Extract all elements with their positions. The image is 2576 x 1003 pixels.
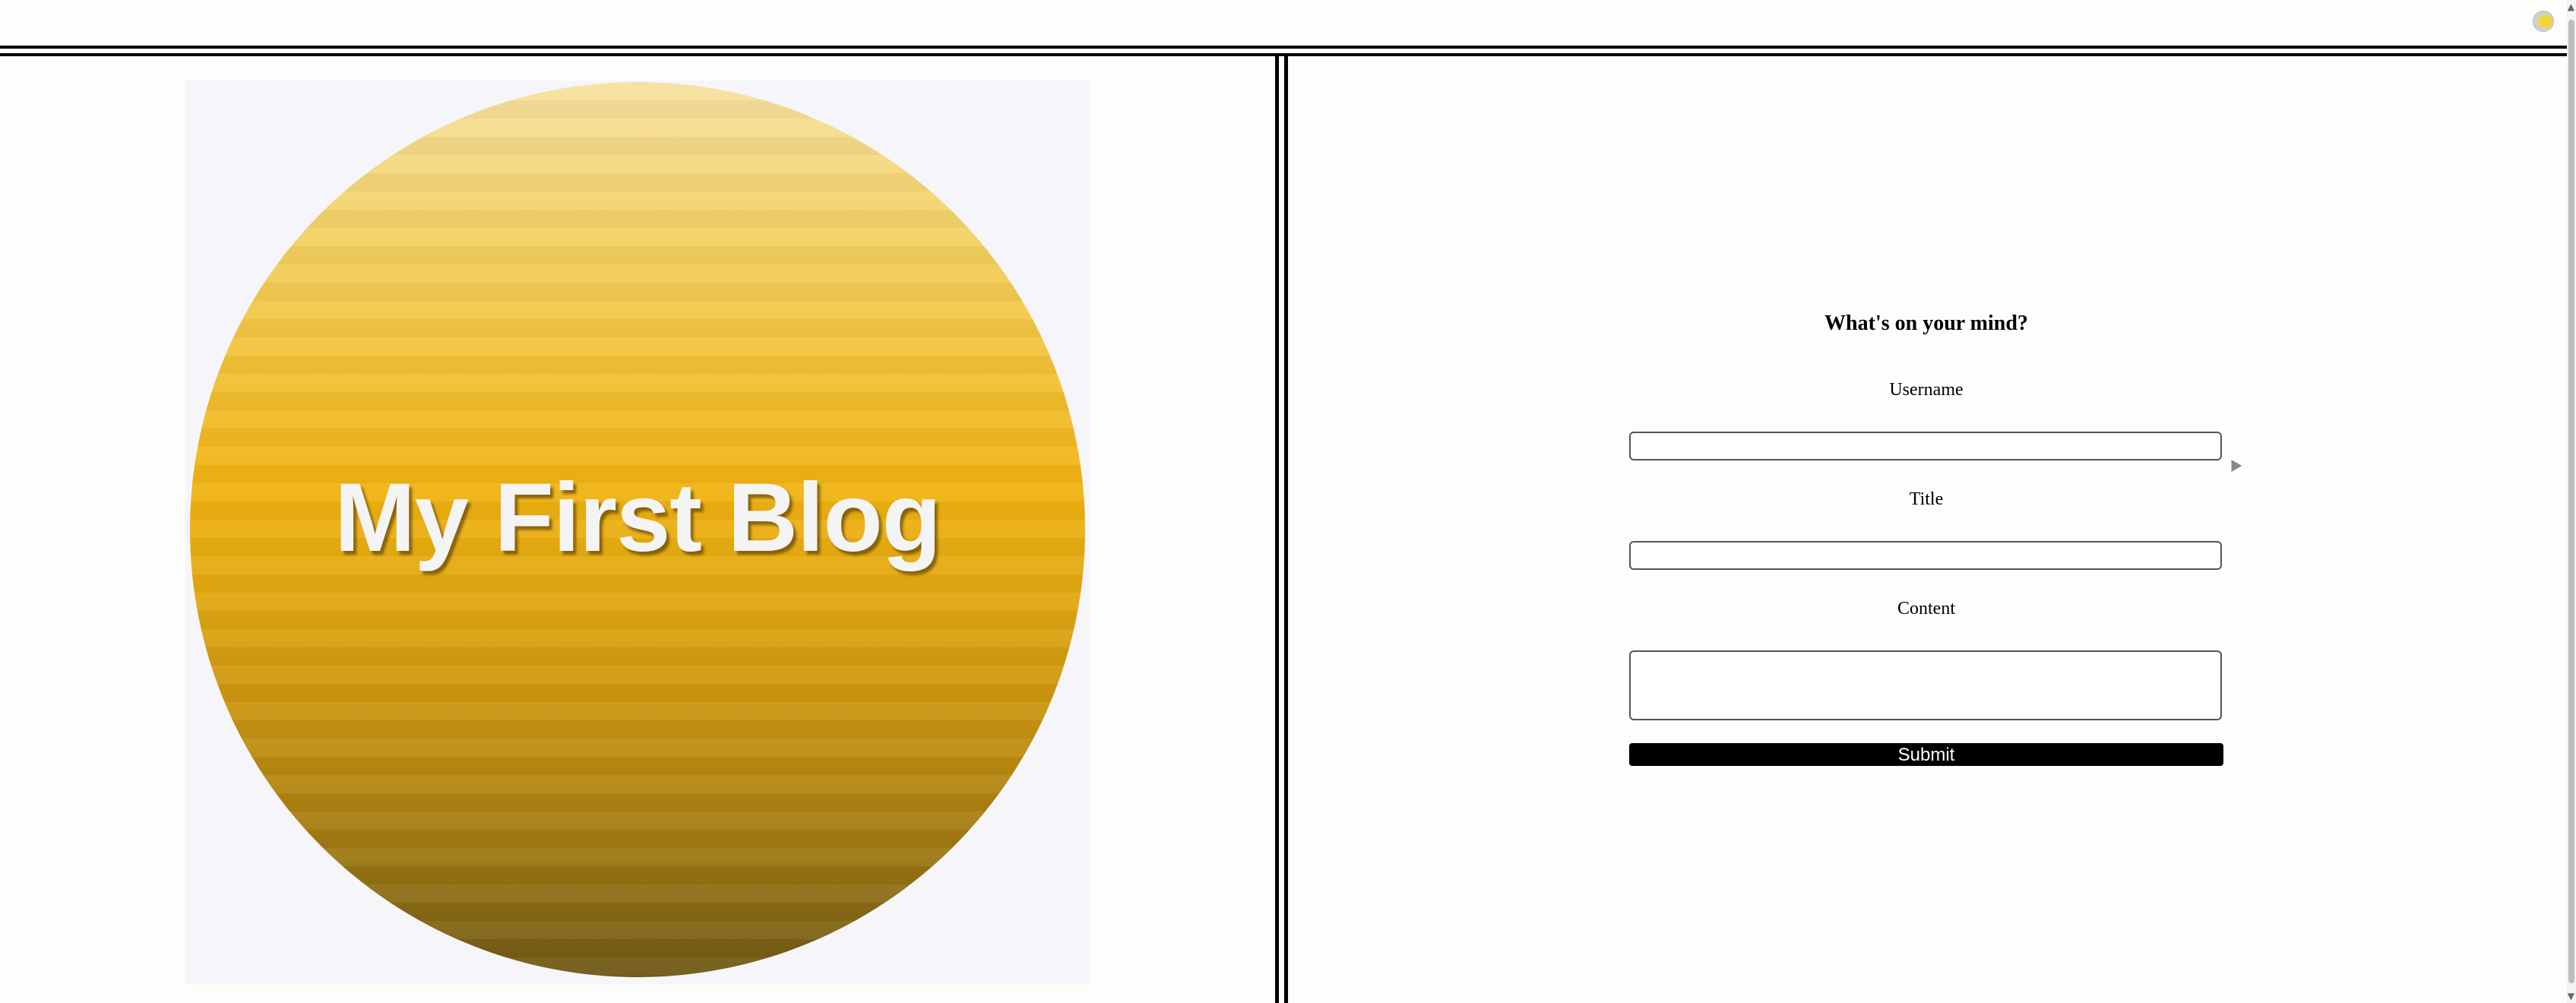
scrollbar-thumb[interactable]: [2568, 20, 2574, 983]
username-label: Username: [1889, 380, 1964, 400]
content-textarea[interactable]: [1629, 650, 2222, 720]
blog-logo-circle: My First Blog: [190, 82, 1085, 977]
logo-stripes: [190, 82, 1085, 977]
username-input[interactable]: [1629, 432, 2222, 460]
form-heading: What's on your mind?: [1824, 312, 2028, 335]
mouse-pointer-icon: [2226, 456, 2242, 473]
scroll-up-arrow-icon[interactable]: ▲: [2567, 2, 2574, 12]
browser-extension-icon[interactable]: [2533, 11, 2554, 32]
top-divider: [0, 46, 2567, 49]
title-input[interactable]: [1629, 541, 2222, 570]
page-scrollbar[interactable]: ▲ ▼: [2567, 0, 2576, 1003]
title-label: Title: [1909, 489, 1944, 509]
top-divider-inner: [0, 53, 2567, 56]
content-label: Content: [1897, 599, 1955, 619]
blog-logo-panel: My First Blog: [185, 81, 1090, 985]
scroll-down-arrow-icon[interactable]: ▼: [2567, 991, 2574, 1001]
blog-logo-text: My First Blog: [334, 464, 941, 572]
center-divider: [1275, 56, 1279, 1003]
center-divider-inner: [1284, 56, 1288, 1003]
submit-button[interactable]: Submit: [1629, 743, 2223, 766]
